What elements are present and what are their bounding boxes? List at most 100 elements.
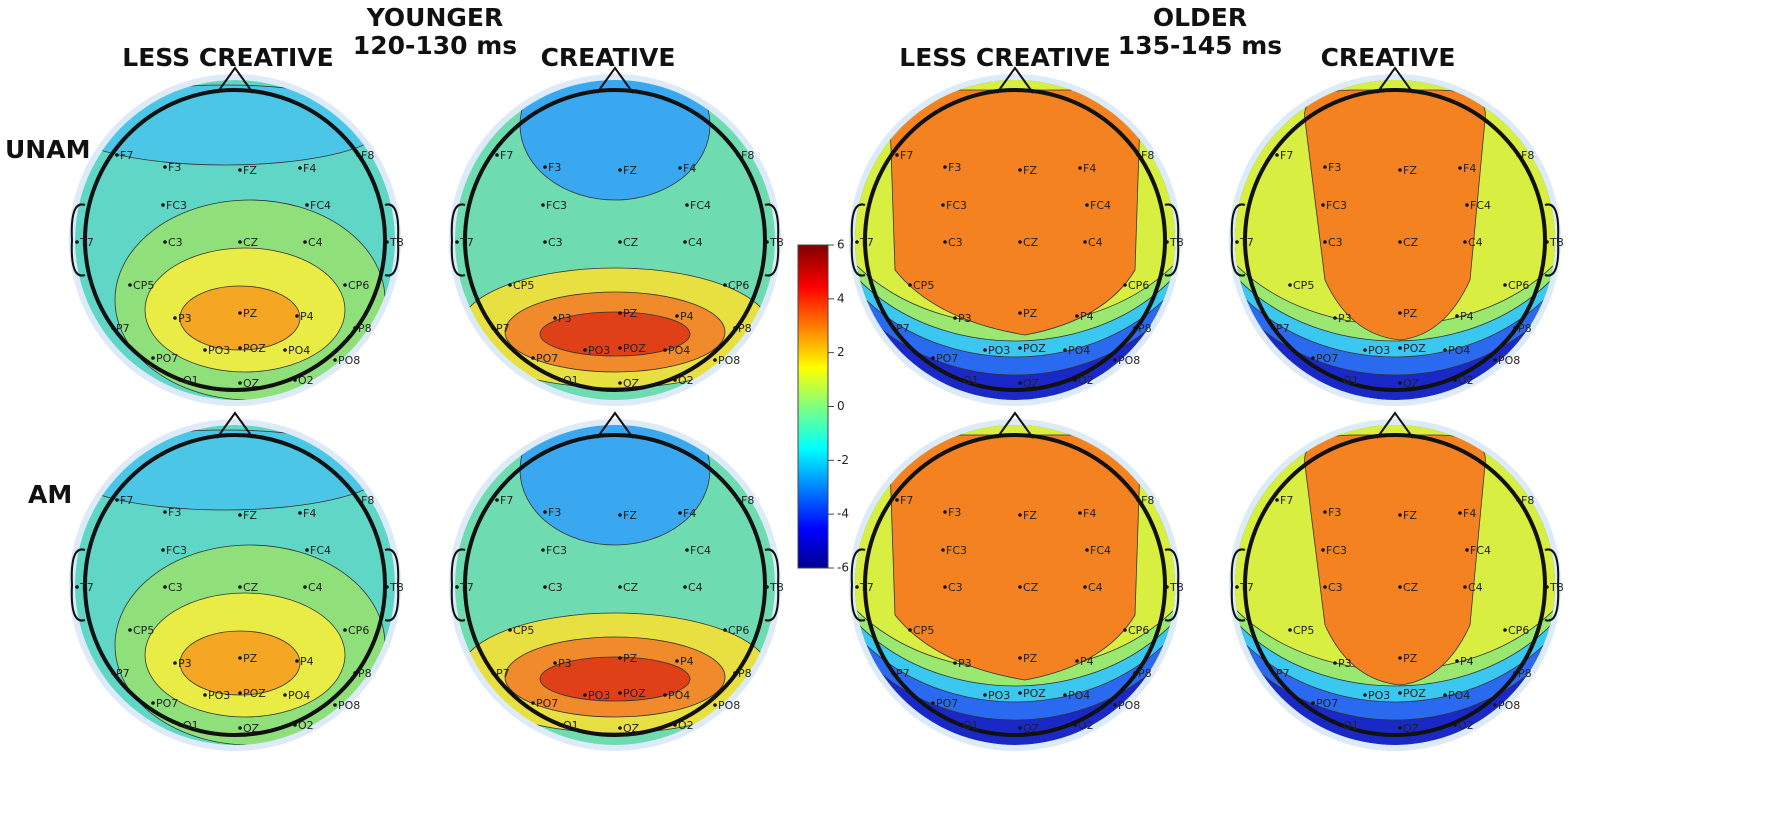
electrode-label: POZ [1403,687,1426,700]
electrode-label: F8 [1141,149,1154,162]
electrode [685,548,689,552]
electrode [855,240,859,244]
electrode-label: PO4 [288,689,310,702]
electrode-label: F8 [741,149,754,162]
ear [764,548,780,622]
electrode [675,659,679,663]
electrode-label: T8 [769,236,784,249]
electrode-label: T7 [459,236,474,249]
electrode [1085,203,1089,207]
electrode [1455,659,1459,663]
nose [216,66,254,94]
electrode-label: C3 [548,236,563,249]
electrode [543,165,547,169]
electrode-label: PZ [623,307,638,320]
electrode-label: P4 [1080,655,1094,668]
electrode-label: PO3 [588,344,610,357]
electrode-label: PO3 [1368,689,1390,702]
electrode [733,326,737,330]
electrode-label: F3 [1328,506,1341,519]
electrode-label: C4 [1468,581,1483,594]
electrode-label: C3 [1328,581,1343,594]
electrode [1275,498,1279,502]
electrode [115,498,119,502]
electrode [1311,356,1315,360]
electrode [128,283,132,287]
electrode [891,326,895,330]
electrode-label: FZ [623,509,637,522]
electrode [238,513,242,517]
electrode [618,691,622,695]
column-title: CREATIVE [1321,43,1456,72]
electrode-label: F4 [303,162,316,175]
electrode-label: F7 [900,494,913,507]
electrode [1078,511,1082,515]
electrode-label: FZ [1403,164,1417,177]
ear [384,203,400,277]
electrode-label: CP6 [348,279,369,292]
ear [1230,548,1246,622]
electrode-label: F3 [548,161,561,174]
electrode-label: O1 [1343,719,1359,732]
electrode-label: POZ [243,342,266,355]
electrode-label: FZ [623,164,637,177]
electrode [1123,628,1127,632]
electrode [1458,511,1462,515]
electrode-label: O2 [678,719,694,732]
contour-region [519,425,711,546]
electrode [943,510,947,514]
electrode [673,723,677,727]
group-title: OLDER [1153,3,1247,32]
electrode [855,585,859,589]
electrode-label: T7 [859,581,874,594]
electrode-label: P4 [1460,655,1474,668]
electrode [541,203,545,207]
electrode-label: O2 [298,719,314,732]
electrode [1503,628,1507,632]
electrode-label: T8 [1549,236,1564,249]
electrode [1083,240,1087,244]
electrode [151,356,155,360]
electrode-label: F3 [948,161,961,174]
electrode [163,510,167,514]
electrode-label: P7 [116,322,130,335]
electrode [1323,510,1327,514]
electrode [1493,703,1497,707]
electrode [353,671,357,675]
electrode-label: PZ [1403,307,1418,320]
ear [1164,203,1180,277]
electrode [953,661,957,665]
electrode [495,153,499,157]
electrode-label: F4 [1463,162,1476,175]
electrode-label: PO4 [1068,344,1090,357]
electrode-label: T7 [79,236,94,249]
electrode [1455,314,1459,318]
electrode-label: O1 [183,374,199,387]
electrode-label: POZ [1023,342,1046,355]
electrode [298,511,302,515]
electrode [343,283,347,287]
electrode [683,585,687,589]
electrode [1018,726,1022,730]
ear [764,203,780,277]
electrode [1398,346,1402,350]
ear [1544,548,1560,622]
contour-region [539,656,691,702]
electrode-label: T7 [859,236,874,249]
electrode [1075,659,1079,663]
electrode [1063,348,1067,352]
electrode-label: T7 [1239,581,1254,594]
electrode [618,346,622,350]
electrode-label: PO7 [156,697,178,710]
electrode-label: CP5 [513,624,534,637]
electrode [1018,656,1022,660]
electrode [1018,691,1022,695]
ear [70,203,86,277]
ear [1544,203,1560,277]
electrode-label: O1 [1343,374,1359,387]
map-fill [1235,425,1555,745]
electrode-label: CP6 [1508,624,1529,637]
contour-region [1304,434,1486,686]
electrode-label: FC4 [1090,199,1111,212]
electrode-label: FC3 [166,199,187,212]
